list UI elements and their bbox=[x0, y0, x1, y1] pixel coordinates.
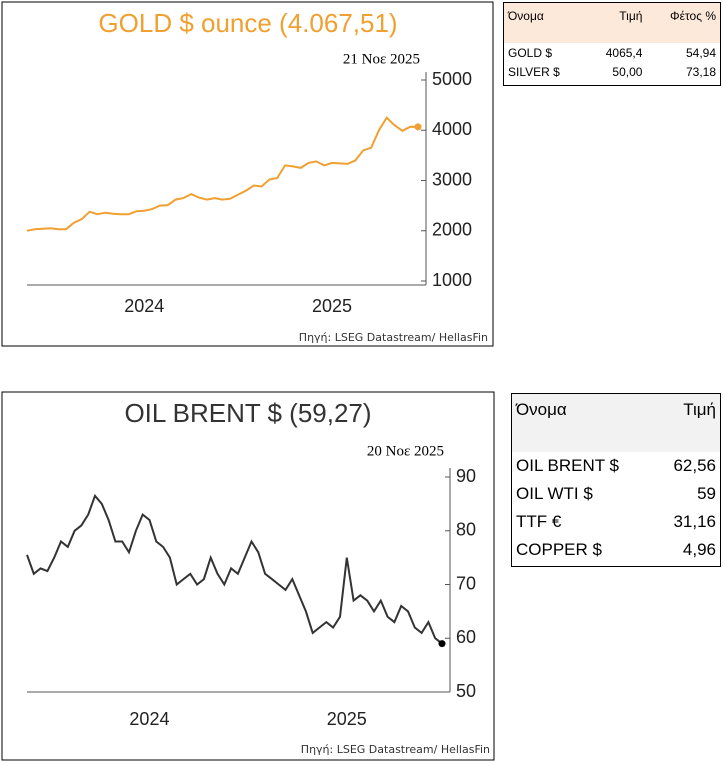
x-tick-label: 2025 bbox=[312, 296, 352, 316]
table-cell: 73,18 bbox=[685, 64, 716, 79]
table-cell: GOLD $ bbox=[508, 45, 553, 60]
table: Όνομα Τιμή OIL BRENT $ 62,56 OIL WTI $ 59 TTF … bbox=[512, 394, 720, 564]
chart-source: Πηγή: LSEG Datastream/ HellasFin bbox=[301, 743, 490, 756]
table-cell: 59 bbox=[697, 484, 716, 503]
y-tick-label: 5000 bbox=[432, 69, 472, 89]
x-tick-label: 2024 bbox=[124, 296, 164, 316]
last-point bbox=[414, 123, 422, 131]
chart-frame bbox=[1, 1, 494, 347]
chart-title: GOLD $ ounce (4.067,51) bbox=[98, 8, 397, 38]
y-tick-label: 4000 bbox=[432, 119, 472, 139]
table-row: TTF € 31,16 bbox=[512, 508, 720, 536]
table-cell: 4065,4 bbox=[605, 45, 643, 60]
chart-frame bbox=[1, 391, 495, 761]
last-point bbox=[438, 640, 446, 648]
price-table: Όνομα Τιμή OIL BRENT $ 62,56 OIL WTI $ 59 TTF … bbox=[511, 393, 721, 567]
y-tick-label: 3000 bbox=[432, 169, 472, 189]
y-tick-label: 90 bbox=[456, 466, 476, 486]
table-row: COPPER $ 4,96 bbox=[512, 536, 720, 564]
line-series bbox=[26, 116, 419, 232]
table: Όνομα Τιμή Φέτος % GOLD $ 4065,4 54,94 SILVER … bbox=[504, 3, 720, 81]
table-row: OIL BRENT $ 62,56 bbox=[512, 452, 720, 480]
header-cell: Όνομα bbox=[508, 9, 544, 23]
table-cell: OIL BRENT $ bbox=[516, 456, 619, 475]
x-tick-label: 2024 bbox=[129, 709, 169, 729]
table-row: SILVER $ 50,00 73,18 bbox=[504, 62, 720, 81]
header-row: Όνομα Τιμή bbox=[512, 394, 720, 452]
table-cell: SILVER $ bbox=[508, 64, 560, 79]
line-series bbox=[26, 493, 443, 645]
header-cell: Τιμή bbox=[619, 9, 643, 23]
y-tick-label: 50 bbox=[456, 681, 476, 701]
header-cell: Φέτος % bbox=[670, 9, 716, 23]
y-tick-label: 1000 bbox=[432, 270, 472, 290]
chart-source: Πηγή: LSEG Datastream/ HellasFin bbox=[299, 331, 488, 344]
table-body: OIL BRENT $ 62,56 OIL WTI $ 59 TTF € 31,16 COP… bbox=[512, 452, 720, 564]
table-cell: 31,16 bbox=[673, 512, 716, 531]
y-tick-label: 70 bbox=[456, 573, 476, 593]
table-cell: 62,56 bbox=[673, 456, 716, 475]
header-cell: Τιμή bbox=[683, 400, 716, 419]
y-tick-label: 2000 bbox=[432, 220, 472, 240]
table-head: Όνομα Τιμή bbox=[512, 394, 720, 452]
table-cell: TTF € bbox=[516, 512, 562, 531]
table-body: GOLD $ 4065,4 54,94 SILVER $ 50,00 73,18 bbox=[504, 43, 720, 81]
price-table: Όνομα Τιμή Φέτος % GOLD $ 4065,4 54,94 SILVER … bbox=[503, 2, 721, 86]
header-row: Όνομα Τιμή Φέτος % bbox=[504, 3, 720, 43]
y-tick-label: 60 bbox=[456, 627, 476, 647]
table-row: OIL WTI $ 59 bbox=[512, 480, 720, 508]
x-tick-label: 2025 bbox=[327, 709, 367, 729]
table-cell: 54,94 bbox=[685, 45, 716, 60]
chart-date: 20 Νοε 2025 bbox=[367, 443, 444, 459]
table-row: GOLD $ 4065,4 54,94 bbox=[504, 43, 720, 62]
table-head: Όνομα Τιμή Φέτος % bbox=[504, 3, 720, 43]
y-tick-label: 80 bbox=[456, 520, 476, 540]
chart-title: OIL BRENT $ (59,27) bbox=[124, 398, 371, 428]
chart-date: 21 Νοε 2025 bbox=[343, 51, 420, 67]
table-cell: OIL WTI $ bbox=[516, 484, 593, 503]
table-cell: 50,00 bbox=[612, 64, 643, 79]
table-cell: COPPER $ bbox=[516, 540, 602, 559]
header-cell: Όνομα bbox=[516, 400, 567, 419]
table-cell: 4,96 bbox=[682, 540, 716, 559]
